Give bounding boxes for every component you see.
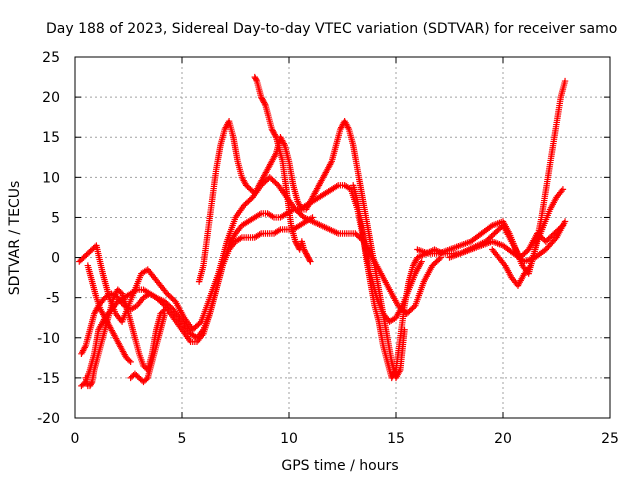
series-track-f <box>127 310 169 386</box>
data-point-interp <box>117 289 124 296</box>
y-tick-label: -5 <box>46 291 60 307</box>
data-point <box>418 258 425 265</box>
data-point <box>307 258 314 265</box>
x-tick-label: 0 <box>71 431 80 447</box>
data-point-interp <box>551 235 559 243</box>
x-tick-label: 25 <box>601 431 619 447</box>
data-point-interp <box>306 257 313 264</box>
x-tick-label: 15 <box>387 431 405 447</box>
x-axis-title: GPS time / hours <box>281 458 398 474</box>
grid <box>75 57 610 418</box>
x-tick-label: 5 <box>178 431 187 447</box>
y-tick-label: -10 <box>37 331 60 347</box>
tick-labels: 0 5 10 15 20 25 -20 -15 -10 -5 0 5 10 15 20 25 <box>37 50 619 447</box>
data-point <box>161 310 169 317</box>
y-tick-label: -20 <box>37 411 60 427</box>
series-track-i <box>350 182 567 382</box>
y-tick-label: 15 <box>42 130 60 146</box>
y-tick-label: 25 <box>42 50 60 66</box>
data-point-interp <box>436 255 443 263</box>
x-tick-label: 10 <box>280 431 298 447</box>
series-track-l <box>446 218 569 265</box>
series-track-g <box>195 117 408 382</box>
data-point-interp <box>252 76 260 83</box>
series-track-e <box>84 262 134 366</box>
plot-border <box>74 56 611 419</box>
y-tick-label: 0 <box>51 251 60 267</box>
y-tick-label: -15 <box>37 371 60 387</box>
data-point <box>561 218 569 225</box>
data-point <box>127 358 134 366</box>
data-point-interp <box>261 100 268 107</box>
data-point-interp <box>272 132 279 140</box>
y-tick-label: 5 <box>51 210 60 226</box>
data-point-interp <box>143 376 150 383</box>
series-track-h <box>251 73 314 265</box>
x-tick-label: 20 <box>494 431 512 447</box>
data-point-interp <box>410 303 418 311</box>
data-point-interp <box>126 357 133 364</box>
chart-title: Day 188 of 2023, Sidereal Day-to-day VTE… <box>46 21 617 37</box>
y-tick-label: 10 <box>42 170 60 186</box>
plot-frame <box>74 56 611 419</box>
data-point-interp <box>88 380 95 387</box>
y-tick-label: 20 <box>42 90 60 106</box>
data-point <box>559 186 567 193</box>
data-point <box>561 77 569 85</box>
data-point-interp <box>196 319 204 327</box>
data-point-interp <box>487 223 494 230</box>
y-axis-title: SDTVAR / TECUs <box>7 181 23 296</box>
data-points <box>76 73 569 390</box>
series-track-k <box>489 186 567 289</box>
